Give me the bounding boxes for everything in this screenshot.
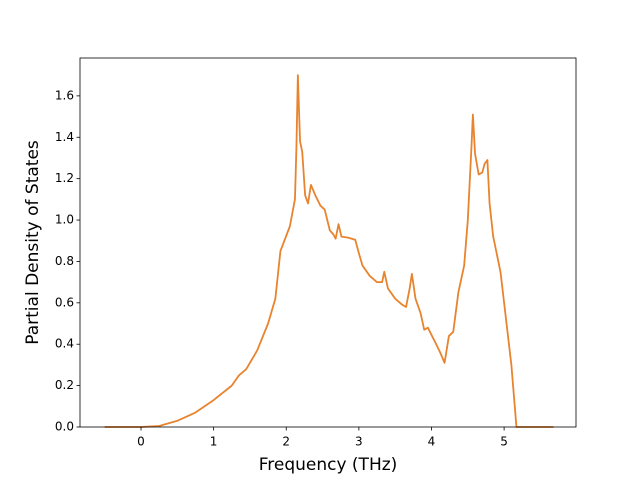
- series-line: [104, 74, 554, 428]
- y-tick-label: 1.6: [55, 88, 74, 102]
- y-tick-label: 0.6: [55, 295, 74, 309]
- x-tick-label: 1: [210, 435, 218, 449]
- x-tick-label: 5: [500, 435, 508, 449]
- axes-frame: [79, 57, 577, 428]
- x-tick-label: 3: [355, 435, 363, 449]
- marks: [104, 74, 554, 428]
- y-tick-label: 1.4: [55, 130, 74, 144]
- x-tick-label: 0: [137, 435, 145, 449]
- x-tick-label: 4: [428, 435, 436, 449]
- y-tick-label: 0.2: [55, 378, 74, 392]
- x-axis-label: Frequency (THz): [259, 455, 398, 475]
- y-tick-label: 1.2: [55, 171, 74, 185]
- y-tick-label: 0.8: [55, 254, 74, 268]
- y-tick-label: 0.4: [55, 337, 74, 351]
- plot-area: [80, 58, 576, 427]
- x-tick-label: 2: [282, 435, 290, 449]
- y-tick-label: 0.0: [55, 420, 74, 434]
- y-axis-label: Partial Density of States: [23, 140, 43, 345]
- y-tick-label: 1.0: [55, 213, 74, 227]
